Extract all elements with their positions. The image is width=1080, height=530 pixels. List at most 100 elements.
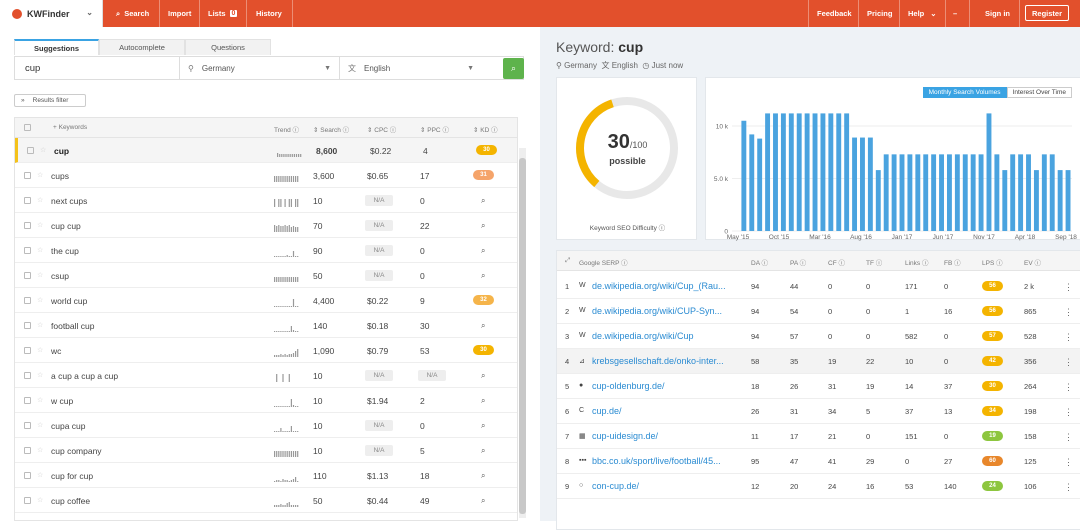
keyword-text[interactable]: cups [51, 171, 69, 181]
star-icon[interactable]: ☆ [37, 347, 44, 354]
table-row[interactable]: ☆ world cup 4,400 $0.22 9 32 [15, 288, 517, 313]
star-icon[interactable]: ☆ [37, 422, 44, 429]
keyword-text[interactable]: cup company [51, 446, 102, 456]
keyword-text[interactable]: cup for cup [51, 471, 94, 481]
more-options-icon[interactable]: ⋮ [1064, 307, 1073, 317]
col-tf[interactable]: TF ⓘ [866, 260, 883, 267]
select-all-checkbox[interactable] [24, 124, 31, 131]
star-icon[interactable]: ☆ [37, 497, 44, 504]
table-row[interactable]: ☆ cupa cup 10 N/A 0 ⌕ [15, 413, 517, 438]
serp-url-link[interactable]: cup.de/ [592, 406, 622, 416]
serp-row[interactable]: 5 ● cup-oldenburg.de/18 26 31 19 14 37 30 264 ⋮ [557, 374, 1080, 399]
col-lps[interactable]: LPS ⓘ [982, 260, 1003, 267]
table-row[interactable]: ☆ cup company 10 N/A 5 ⌕ [15, 438, 517, 463]
row-checkbox[interactable] [24, 422, 31, 429]
row-checkbox[interactable] [24, 447, 31, 454]
serp-url-link[interactable]: de.wikipedia.org/wiki/Cup_(Rau... [592, 281, 726, 291]
search-icon[interactable]: ⌕ [481, 421, 486, 430]
table-row[interactable]: ☆ csup 50 N/A 0 ⌕ [15, 263, 517, 288]
col-fb[interactable]: FB ⓘ [944, 260, 961, 267]
keyword-text[interactable]: cup cup [51, 221, 81, 231]
register-button[interactable]: Register [1025, 5, 1069, 21]
col-pa[interactable]: PA ⓘ [790, 260, 807, 267]
serp-url-link[interactable]: bbc.co.uk/sport/live/football/45... [592, 456, 721, 466]
row-checkbox[interactable] [24, 172, 31, 179]
col-keywords[interactable]: + Keywords [53, 124, 88, 131]
more-options-icon[interactable]: ⋮ [1064, 382, 1073, 392]
search-icon[interactable]: ⌕ [481, 196, 486, 205]
keyword-input[interactable]: cup [15, 57, 180, 79]
serp-url-link[interactable]: de.wikipedia.org/wiki/CUP-Syn... [592, 306, 723, 316]
col-cf[interactable]: CF ⓘ [828, 260, 845, 267]
keyword-text[interactable]: next cups [51, 196, 88, 206]
table-row[interactable]: ☆ cup cup 70 N/A 22 ⌕ [15, 213, 517, 238]
nav-import[interactable]: Import [168, 9, 192, 18]
serp-url-link[interactable]: cup-oldenburg.de/ [592, 381, 665, 391]
table-scrollbar[interactable] [519, 148, 526, 518]
row-checkbox[interactable] [24, 222, 31, 229]
search-icon[interactable]: ⌕ [481, 271, 486, 280]
keyword-text[interactable]: the cup [51, 246, 79, 256]
keyword-text[interactable]: cup coffee [51, 496, 91, 506]
nav-history[interactable]: History [256, 9, 282, 18]
search-icon[interactable]: ⌕ [481, 221, 486, 230]
star-icon[interactable]: ☆ [37, 222, 44, 229]
serp-url-link[interactable]: con-cup.de/ [592, 481, 640, 491]
row-checkbox[interactable] [24, 497, 31, 504]
more-options-icon[interactable]: ⋮ [1064, 407, 1073, 417]
location-select[interactable]: ⚲ Germany ▼ [180, 57, 340, 79]
serp-row[interactable]: 8 ▪▪▪ bbc.co.uk/sport/live/football/45... 9… [557, 449, 1080, 474]
more-options-icon[interactable]: ⋮ [1064, 482, 1073, 492]
sign-in-link[interactable]: Sign in [985, 9, 1010, 18]
keyword-text[interactable]: football cup [51, 321, 95, 331]
tab-monthly-search-volumes[interactable]: Monthly Search Volumes [922, 87, 1007, 98]
search-icon[interactable]: ⌕ [481, 496, 486, 505]
col-cpc[interactable]: ⇕ CPC ⓘ [367, 127, 397, 134]
search-icon[interactable]: ⌕ [481, 471, 486, 480]
more-options-icon[interactable]: ⋮ [1064, 282, 1073, 292]
serp-url-link[interactable]: cup-uidesign.de/ [592, 431, 659, 441]
serp-row[interactable]: 9 ○ con-cup.de/12 20 24 16 53 140 24 106 ⋮ [557, 474, 1080, 499]
row-checkbox[interactable] [24, 372, 31, 379]
star-icon[interactable]: ☆ [37, 297, 44, 304]
nav-search[interactable]: ⌕ Search [116, 8, 150, 19]
star-icon[interactable]: ☆ [37, 247, 44, 254]
expand-icon[interactable]: ⤢ [565, 257, 571, 264]
minimize-icon[interactable]: – [953, 9, 958, 18]
star-icon[interactable]: ☆ [37, 272, 44, 279]
table-row[interactable]: ☆ cup 8,600 $0.22 4 30 [15, 138, 517, 163]
star-icon[interactable]: ☆ [37, 197, 44, 204]
col-ppc[interactable]: ⇕ PPC ⓘ [420, 127, 449, 134]
more-options-icon[interactable]: ⋮ [1064, 457, 1073, 467]
keyword-text[interactable]: cupa cup [51, 421, 86, 431]
star-icon[interactable]: ☆ [37, 322, 44, 329]
star-icon[interactable]: ☆ [37, 372, 44, 379]
star-icon[interactable]: ☆ [37, 397, 44, 404]
keyword-text[interactable]: world cup [51, 296, 88, 306]
nav-help[interactable]: Help ⌄ [908, 9, 937, 18]
keyword-text[interactable]: csup [51, 271, 69, 281]
table-row[interactable]: ☆ cup coffee 50 $0.44 49 ⌕ [15, 488, 517, 513]
nav-lists[interactable]: Lists 0 [208, 9, 238, 18]
keyword-text[interactable]: wc [51, 346, 62, 356]
star-icon[interactable]: ☆ [37, 472, 44, 479]
table-row[interactable]: ☆ cup for cup 110 $1.13 18 ⌕ [15, 463, 517, 488]
app-logo[interactable]: KWFinder ⌄ [0, 0, 103, 27]
language-select[interactable]: 文 English ▼ [348, 63, 474, 73]
keyword-text[interactable]: w cup [51, 396, 74, 406]
row-checkbox[interactable] [24, 247, 31, 254]
col-links[interactable]: Links ⓘ [905, 260, 929, 267]
keyword-text[interactable]: a cup a cup a cup [51, 371, 119, 381]
search-submit-button[interactable]: ⌕ [503, 58, 524, 79]
search-icon[interactable]: ⌕ [481, 396, 486, 405]
row-checkbox[interactable] [27, 147, 34, 154]
col-trend[interactable]: Trend ⓘ [274, 127, 300, 134]
search-icon[interactable]: ⌕ [481, 371, 486, 380]
tab-interest-over-time[interactable]: Interest Over Time [1006, 87, 1072, 98]
col-da[interactable]: DA ⓘ [751, 260, 768, 267]
table-row[interactable]: ☆ the cup 90 N/A 0 ⌕ [15, 238, 517, 263]
table-row[interactable]: ☆ next cups 10 N/A 0 ⌕ [15, 188, 517, 213]
